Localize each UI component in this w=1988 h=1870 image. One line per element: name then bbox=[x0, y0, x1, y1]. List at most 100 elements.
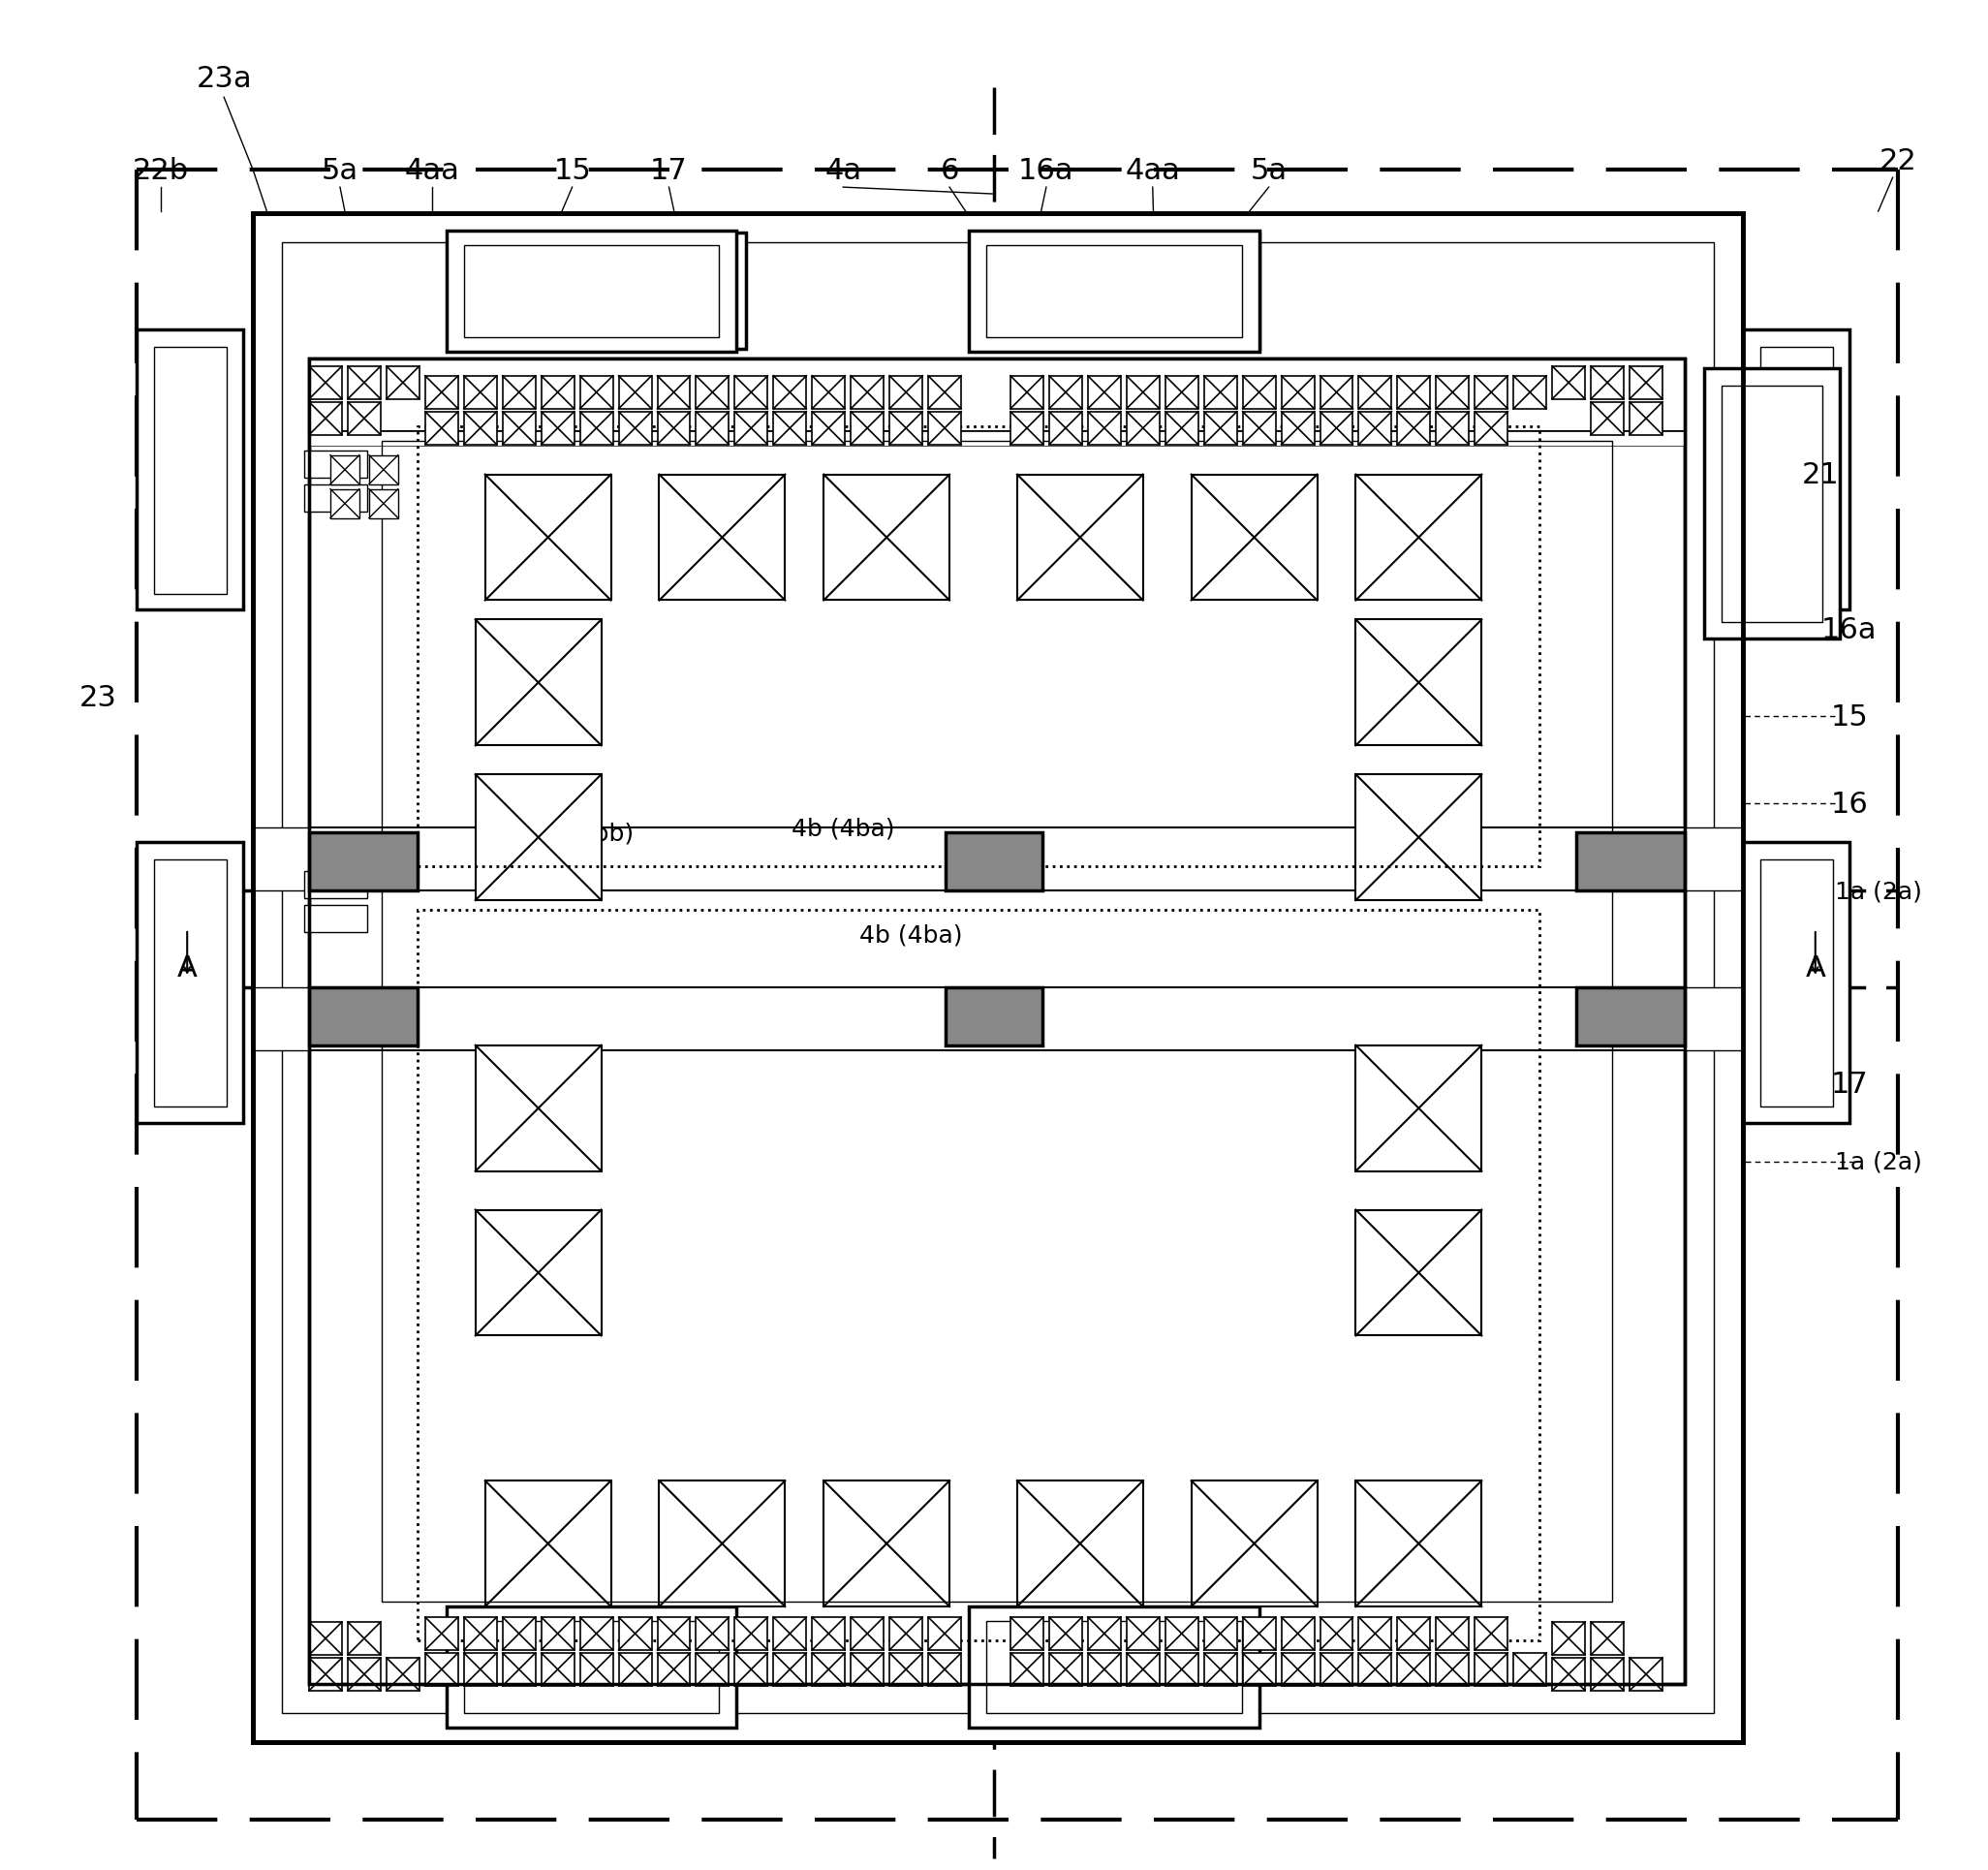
Bar bbox=[475, 1210, 600, 1335]
Bar bbox=[1127, 1653, 1159, 1687]
Bar bbox=[1191, 1481, 1318, 1606]
Text: 22b: 22b bbox=[133, 157, 189, 185]
Bar bbox=[463, 1621, 720, 1713]
Bar bbox=[541, 376, 575, 410]
Bar bbox=[1704, 368, 1839, 640]
Bar bbox=[994, 359, 1684, 890]
Bar bbox=[1242, 1653, 1276, 1687]
Bar bbox=[618, 1653, 652, 1687]
Bar bbox=[968, 1606, 1258, 1728]
Bar bbox=[485, 249, 728, 335]
Bar bbox=[946, 832, 1042, 890]
Bar bbox=[308, 832, 417, 890]
Bar bbox=[1087, 376, 1121, 410]
Bar bbox=[1435, 1653, 1469, 1687]
Bar bbox=[1320, 1653, 1354, 1687]
Bar bbox=[485, 475, 610, 600]
Bar bbox=[541, 411, 575, 445]
Text: 16a: 16a bbox=[1821, 615, 1877, 643]
Bar bbox=[137, 843, 243, 1124]
Bar bbox=[1630, 1659, 1662, 1690]
Bar bbox=[1435, 376, 1469, 410]
Bar bbox=[308, 987, 417, 1045]
Bar bbox=[813, 376, 845, 410]
Bar bbox=[773, 376, 807, 410]
Bar bbox=[137, 331, 243, 611]
Text: 23: 23 bbox=[80, 684, 117, 712]
Text: 4b (4ba): 4b (4ba) bbox=[791, 817, 895, 840]
Bar bbox=[1398, 1618, 1429, 1649]
Bar bbox=[304, 484, 368, 512]
Bar bbox=[1356, 475, 1481, 600]
Bar bbox=[1743, 843, 1849, 1124]
Bar bbox=[1398, 1653, 1429, 1687]
Bar bbox=[889, 1653, 922, 1687]
Bar bbox=[348, 1659, 380, 1690]
Bar bbox=[330, 490, 360, 518]
Bar bbox=[155, 860, 227, 1107]
Bar bbox=[1010, 376, 1044, 410]
Text: 1a (2a): 1a (2a) bbox=[1835, 879, 1922, 903]
Bar bbox=[463, 1653, 497, 1687]
Bar bbox=[1398, 376, 1429, 410]
Bar bbox=[308, 359, 1684, 1685]
Bar bbox=[1050, 376, 1081, 410]
Bar bbox=[1630, 402, 1662, 436]
Bar bbox=[696, 1653, 730, 1687]
Bar bbox=[580, 1653, 612, 1687]
Bar bbox=[1127, 411, 1159, 445]
Bar bbox=[1087, 411, 1121, 445]
Bar bbox=[696, 411, 730, 445]
Bar bbox=[417, 911, 1539, 1640]
Bar bbox=[1475, 1653, 1507, 1687]
Bar bbox=[1282, 376, 1314, 410]
Bar bbox=[1590, 1621, 1624, 1655]
Bar bbox=[417, 426, 1539, 868]
Bar bbox=[1358, 411, 1392, 445]
Bar bbox=[1475, 376, 1507, 410]
Bar bbox=[463, 247, 720, 338]
Bar bbox=[889, 1618, 922, 1649]
Bar bbox=[658, 1618, 690, 1649]
Bar bbox=[736, 1618, 767, 1649]
Bar bbox=[1205, 1653, 1237, 1687]
Bar bbox=[1050, 1618, 1081, 1649]
Bar bbox=[580, 1618, 612, 1649]
Bar bbox=[658, 411, 690, 445]
Bar bbox=[968, 232, 1258, 352]
Bar bbox=[308, 359, 994, 890]
Bar bbox=[485, 1481, 610, 1606]
Bar bbox=[1576, 987, 1684, 1045]
Bar bbox=[1242, 1618, 1276, 1649]
Bar bbox=[1759, 860, 1833, 1107]
Bar bbox=[463, 1618, 497, 1649]
Bar bbox=[580, 411, 612, 445]
Bar bbox=[1435, 411, 1469, 445]
Bar bbox=[994, 987, 1684, 1685]
Bar bbox=[475, 1045, 600, 1171]
Bar bbox=[1010, 1618, 1044, 1649]
Bar bbox=[252, 213, 1743, 1743]
Bar bbox=[1010, 411, 1044, 445]
Text: 4b (4ba): 4b (4ba) bbox=[859, 924, 962, 946]
Bar bbox=[1191, 475, 1318, 600]
Bar bbox=[851, 376, 885, 410]
Bar bbox=[1513, 1653, 1547, 1687]
Text: 23a: 23a bbox=[197, 65, 252, 94]
Bar bbox=[1553, 1621, 1584, 1655]
Bar bbox=[308, 359, 1684, 1685]
Bar bbox=[986, 247, 1242, 338]
Bar bbox=[1205, 376, 1237, 410]
Text: 17: 17 bbox=[1831, 1070, 1869, 1098]
Bar bbox=[660, 475, 785, 600]
Text: 5a: 5a bbox=[322, 157, 358, 185]
Bar bbox=[1282, 1653, 1314, 1687]
Bar bbox=[928, 411, 960, 445]
Bar bbox=[1050, 411, 1081, 445]
Bar bbox=[773, 1653, 807, 1687]
Bar bbox=[1087, 1618, 1121, 1649]
Bar bbox=[447, 1606, 738, 1728]
Bar bbox=[696, 376, 730, 410]
Bar bbox=[304, 905, 368, 933]
Text: 16: 16 bbox=[1831, 789, 1869, 817]
